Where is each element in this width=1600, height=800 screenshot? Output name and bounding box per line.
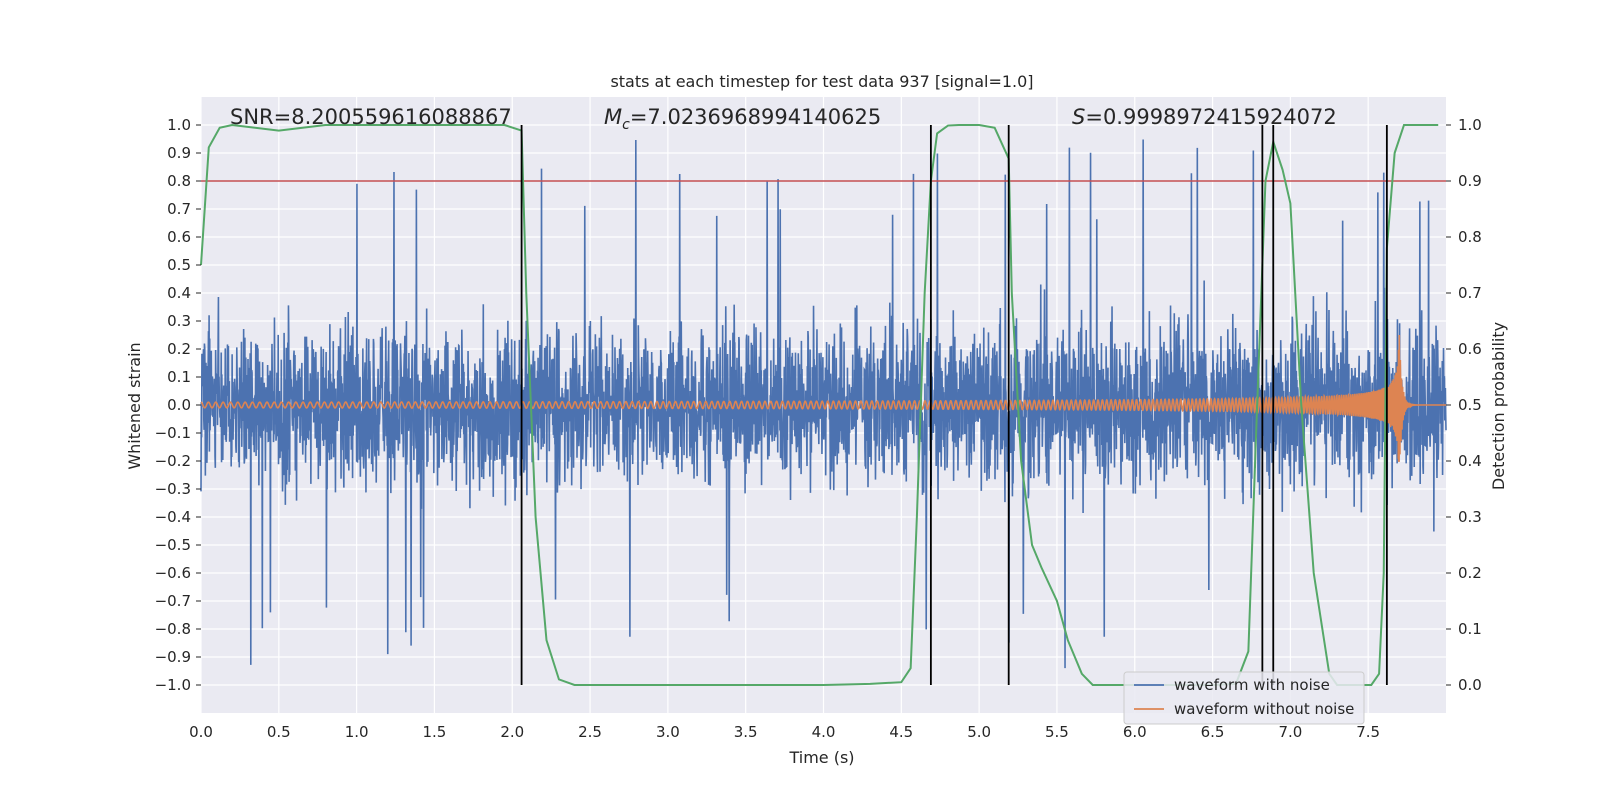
x-tick-label: 1.0 (345, 723, 369, 741)
y-tick-label: −0.6 (155, 564, 191, 582)
x-tick-label: 6.0 (1123, 723, 1147, 741)
y-tick-label: 0.0 (167, 396, 191, 414)
x-tick-label: 4.0 (812, 723, 836, 741)
y-tick-label: 1.0 (167, 116, 191, 134)
s-value: =0.9998972415924072 (1085, 105, 1336, 129)
x-tick-label: 6.5 (1201, 723, 1225, 741)
x-tick-label: 5.5 (1045, 723, 1069, 741)
y2-tick-label: 1.0 (1458, 116, 1482, 134)
y2-tick-label: 0.8 (1458, 228, 1482, 246)
y2-tick-label: 0.9 (1458, 172, 1482, 190)
x-tick-label: 3.5 (734, 723, 758, 741)
score-annotation: S=0.9998972415924072 (1072, 105, 1337, 129)
x-tick-label: 2.5 (578, 723, 602, 741)
x-tick-label: 1.5 (423, 723, 447, 741)
s-symbol: S (1072, 105, 1085, 129)
y-tick-label: −0.5 (155, 536, 191, 554)
y-tick-label: −0.4 (155, 508, 191, 526)
axes-layer: 0.0 0.5 1.0 1.5 2.0 2.5 3.0 3.5 4.0 4.5 5.0 5.5 6.0 6… (155, 116, 1482, 741)
y-tick-label: −0.7 (155, 592, 191, 610)
y2-tick-label: 0.5 (1458, 396, 1482, 414)
y-tick-label: −0.2 (155, 452, 191, 470)
y-tick-label: 0.9 (167, 144, 191, 162)
y-tick-label: 0.1 (167, 368, 191, 386)
y-tick-label: −0.8 (155, 620, 191, 638)
noise-waveform-layer (200, 139, 1447, 669)
x-tick-label: 0.0 (189, 723, 213, 741)
chirp-mass-annotation: Mc=7.0236968994140625 (604, 105, 881, 133)
legend-label-signal: waveform without noise (1174, 700, 1354, 718)
snr-annotation: SNR=8.200559616088867 (230, 105, 512, 129)
x-tick-label: 2.0 (500, 723, 524, 741)
y-tick-label: 0.7 (167, 200, 191, 218)
y2-tick-label: 0.4 (1458, 452, 1482, 470)
chart-title: stats at each timestep for test data 937… (610, 72, 1033, 91)
y-tick-label: −0.3 (155, 480, 191, 498)
series-detection-probability (200, 123, 1439, 686)
mc-value: =7.0236968994140625 (630, 105, 881, 129)
y2-tick-label: 0.7 (1458, 284, 1482, 302)
x-tick-label: 5.0 (967, 723, 991, 741)
mc-symbol: M (604, 105, 622, 129)
y-tick-label: −1.0 (155, 676, 191, 694)
y-axis-label: Whitened strain (125, 342, 144, 469)
y2-tick-label: 0.0 (1458, 676, 1482, 694)
x-tick-label: 7.5 (1356, 723, 1380, 741)
legend-frame (1123, 671, 1365, 725)
y2-tick-label: 0.2 (1458, 564, 1482, 582)
y2-tick-label: 0.6 (1458, 340, 1482, 358)
x-tick-label: 0.5 (267, 723, 291, 741)
y2-tick-label: 0.1 (1458, 620, 1482, 638)
legend-label-noise: waveform with noise (1174, 676, 1330, 694)
x-tick-label: 4.5 (889, 723, 913, 741)
y-tick-label: 0.2 (167, 340, 191, 358)
y-tick-label: 0.6 (167, 228, 191, 246)
mc-subscript: c (622, 117, 630, 133)
x-tick-label: 7.0 (1278, 723, 1302, 741)
series-waveform-without-noise (200, 334, 1446, 462)
y-tick-label: 0.5 (167, 256, 191, 274)
y-tick-label: 0.4 (167, 284, 191, 302)
y-tick-label: 0.3 (167, 312, 191, 330)
y2-tick-label: 0.3 (1458, 508, 1482, 526)
y-tick-label: −0.1 (155, 424, 191, 442)
legend: waveform with noise waveform without noi… (1123, 671, 1365, 725)
y-tick-label: −0.9 (155, 648, 191, 666)
y2-axis-label: Detection probability (1489, 322, 1508, 490)
series-waveform-with-noise (200, 139, 1447, 669)
x-tick-label: 3.0 (656, 723, 680, 741)
x-axis-label: Time (s) (788, 748, 854, 767)
y-tick-label: 0.8 (167, 172, 191, 190)
signal-waveform-layer (200, 334, 1446, 462)
overlay-layer (200, 123, 1446, 686)
